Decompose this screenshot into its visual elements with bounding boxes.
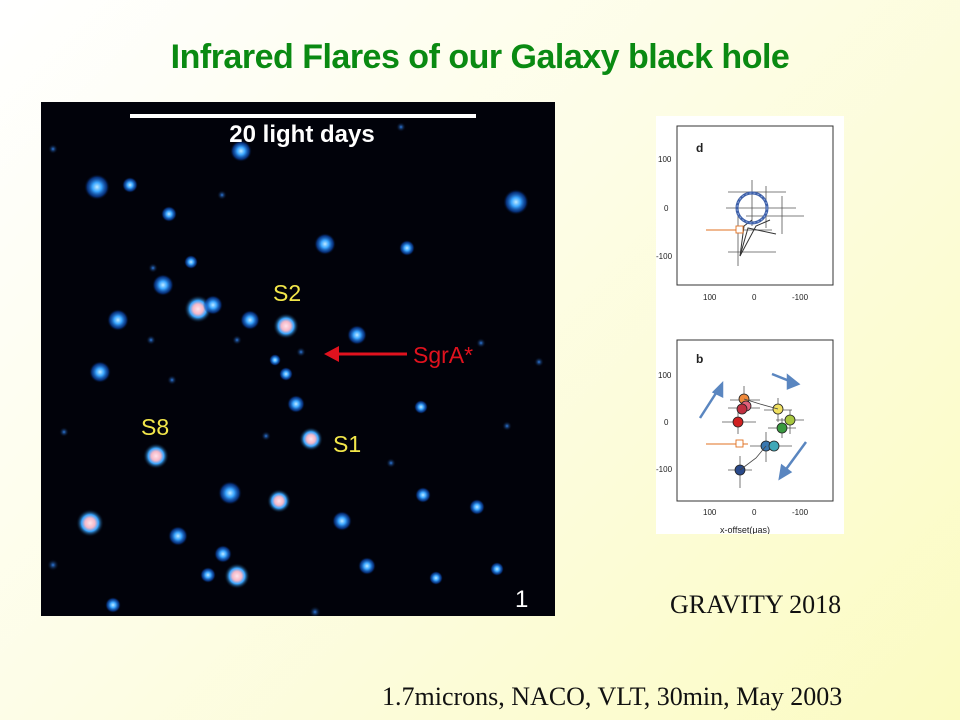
panel-b-xtick-2: 0 (752, 508, 757, 517)
panel-b-ytick-1: 100 (658, 371, 672, 380)
panel-d-xtick-2: 0 (752, 293, 757, 302)
slide-title: Infrared Flares of our Galaxy black hole (170, 38, 790, 76)
panel-d-ytick-3: -100 (656, 252, 673, 261)
panel-b-letter: b (696, 352, 703, 366)
panel-b-xlabel: x-offset(μas) (720, 525, 770, 534)
panel-d-xtick-3: -100 (792, 293, 809, 302)
sgra-arrow (324, 346, 407, 362)
panel-b-xtick-3: -100 (792, 508, 809, 517)
panel-d: d 100 0 -100 100 0 -100 (656, 125, 834, 302)
panel-b-points (732, 393, 796, 476)
panel-d-letter: d (696, 141, 703, 155)
label-s2: S2 (273, 280, 302, 306)
observation-caption: 1.7microns, NACO, VLT, 30min, May 2003 (382, 682, 843, 711)
panel-b: b 100 0 -100 100 0 -100 x-offset(μas) (656, 339, 834, 535)
label-sgra: SgrA* (413, 342, 474, 368)
panel-b-xtick-1: 100 (703, 508, 717, 517)
gravity-credit: GRAVITY 2018 (670, 590, 842, 619)
label-s1: S1 (333, 431, 362, 457)
panel-d-ytick-1: 100 (658, 155, 672, 164)
star-field-graphic (47, 114, 544, 616)
gravity-plots: d 100 0 -100 100 0 -100 (656, 125, 834, 535)
panel-d-xtick-1: 100 (703, 293, 717, 302)
star-field-image: 20 light days S2 S8 S1 SgrA* 1 (41, 102, 555, 616)
scale-label: 20 light days (229, 121, 375, 148)
panel-number: 1 (515, 586, 529, 613)
panel-b-ytick-2: 0 (664, 418, 669, 427)
gravity-figure: d 100 0 -100 100 0 -100 (656, 116, 844, 535)
panel-b-ytick-3: -100 (656, 465, 673, 474)
label-s8: S8 (141, 414, 170, 440)
panel-d-ytick-2: 0 (664, 204, 669, 213)
stars (47, 122, 544, 616)
